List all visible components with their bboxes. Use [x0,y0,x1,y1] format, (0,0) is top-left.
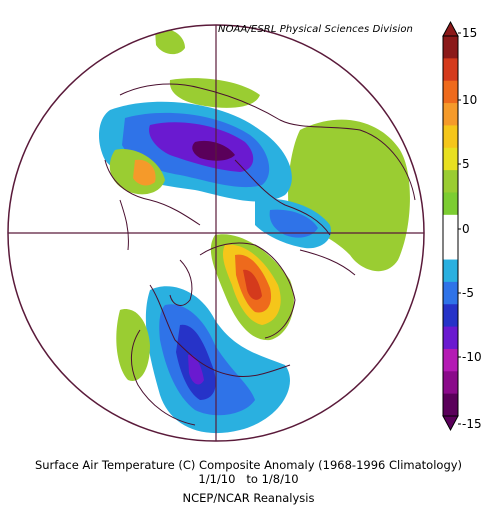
colorbar-swatch [443,192,458,216]
colorbar-swatch [443,371,458,395]
caption-source: NCEP/NCAR Reanalysis [182,491,315,505]
colorbar-swatch [443,237,458,261]
colorbar-tick-label: -5 [462,286,474,300]
anomaly-cold-namerica-4 [188,354,204,385]
colorbar-tick-label: -10 [462,350,482,364]
colorbar-swatch [443,326,458,350]
anomaly-warm-greenland-4 [243,269,262,300]
colorbar-tick-label: 5 [462,157,470,171]
colorbar-swatch [443,281,458,305]
colorbar-swatch [443,125,458,149]
colorbar-tick-label: 0 [462,222,470,236]
credit-text: NOAA/ESRL Physical Sciences Division [218,24,413,35]
caption-dates: 1/1/10 to 1/8/10 [198,472,299,486]
colorbar-swatch [443,147,458,171]
colorbar [442,20,461,432]
colorbar-swatch [443,304,458,328]
anomaly-warm-west-core [133,159,156,186]
anomaly-cold-siberia-4 [192,140,235,161]
anomaly-warm-top [155,28,185,55]
colorbar-swatch [443,103,458,126]
colorbar-tick-label: 15 [462,26,478,40]
colorbar-tick-label: 10 [462,93,478,107]
colorbar-bottom-arrow [442,415,459,432]
colorbar-swatch [443,58,458,82]
colorbar-swatch [443,348,458,372]
anomaly-cold-east-core [269,209,318,238]
colorbar-swatch [443,36,458,59]
colorbar-top-arrow [442,20,459,37]
coastlines [104,83,416,426]
caption-title: Surface Air Temperature (C) Composite An… [34,458,463,472]
colorbar-outline [442,35,459,417]
colorbar-swatch [443,214,458,238]
colorbar-swatch [443,393,458,417]
colorbar-swatch [443,259,458,283]
anomaly-field [98,28,410,434]
anomaly-warm-north [169,78,260,108]
anomaly-positive-east [288,119,410,272]
colorbar-swatch [443,80,458,104]
colorbar-tick-label: -15 [462,417,482,431]
colorbar-swatch [443,170,458,193]
map-frame [7,24,425,442]
